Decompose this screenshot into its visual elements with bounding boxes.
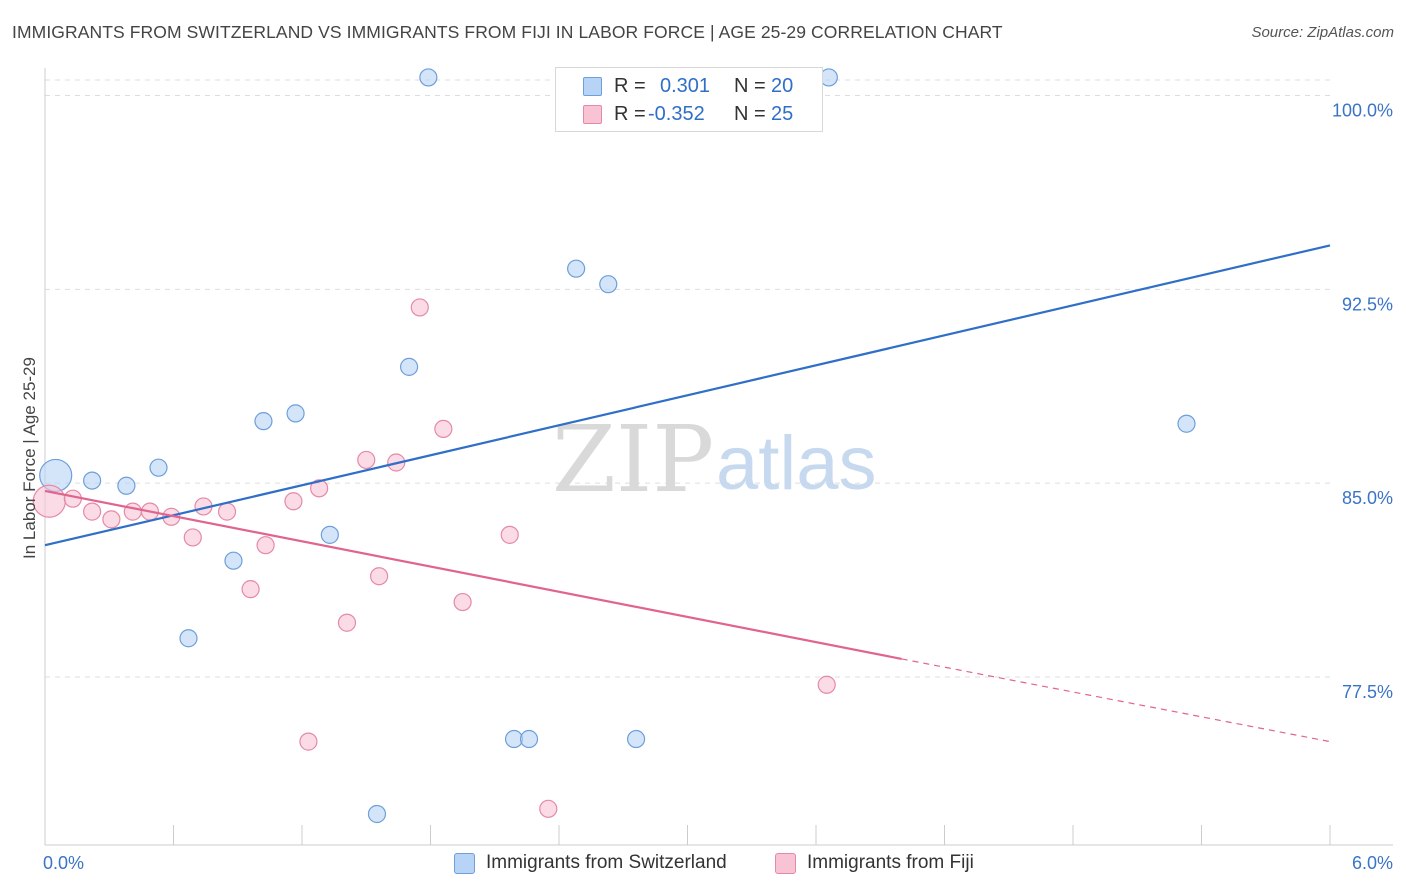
n-value: 25 bbox=[771, 103, 794, 125]
watermark-zip: ZIP bbox=[552, 406, 714, 513]
fiji-point bbox=[256, 536, 275, 555]
fiji-point bbox=[337, 613, 357, 632]
switzerland-point bbox=[224, 551, 243, 570]
x-tick-label: 6.0% bbox=[1352, 853, 1393, 873]
tick-label-layer: 77.5% 85.0% 92.5% 100.0% 0.0% 6.0% bbox=[43, 101, 1393, 873]
x-tick-label: 0.0% bbox=[43, 853, 84, 873]
fiji-legend-swatch bbox=[775, 853, 796, 874]
stats-box: R = 0.301 N = 20 R = -0.352 N = 25 bbox=[555, 67, 823, 132]
watermark: ZIP atlas bbox=[552, 406, 877, 513]
fiji-point bbox=[310, 479, 329, 498]
n-value: 20 bbox=[771, 75, 794, 97]
fiji-trend-extension bbox=[901, 658, 1331, 743]
switzerland-point bbox=[149, 458, 168, 477]
switzerland-point bbox=[567, 259, 586, 278]
fiji-point bbox=[410, 298, 429, 317]
fiji-point bbox=[453, 592, 472, 612]
fiji-point bbox=[102, 510, 121, 529]
switzerland-point bbox=[286, 404, 305, 423]
switzerland-legend-swatch bbox=[454, 853, 475, 874]
fiji-point bbox=[83, 502, 102, 521]
fiji-point bbox=[217, 502, 237, 521]
legend-label: Immigrants from Fiji bbox=[807, 852, 974, 873]
switzerland-point bbox=[179, 629, 198, 648]
fiji-point bbox=[357, 450, 376, 470]
fiji-point bbox=[183, 528, 202, 547]
switzerland-point bbox=[399, 357, 419, 376]
y-tick-label: 77.5% bbox=[1342, 682, 1393, 702]
legend-label: Immigrants from Switzerland bbox=[486, 852, 727, 873]
fiji-trend-line bbox=[44, 489, 902, 660]
axis-layer bbox=[44, 68, 1393, 846]
switzerland-trend-line bbox=[44, 244, 1331, 547]
switzerland-point bbox=[320, 525, 339, 544]
switzerland-point bbox=[117, 476, 136, 495]
watermark-atlas: atlas bbox=[716, 421, 877, 506]
r-value: 0.301 bbox=[660, 75, 711, 97]
fiji-point bbox=[241, 580, 260, 599]
switzerland-point bbox=[367, 804, 387, 824]
source-label: Source: ZipAtlas.com bbox=[1251, 24, 1394, 41]
y-tick-label: 100.0% bbox=[1332, 101, 1393, 121]
fiji-point bbox=[63, 489, 82, 508]
fiji-point bbox=[284, 492, 303, 511]
n-label: N = bbox=[734, 103, 766, 125]
n-label: N = bbox=[734, 75, 766, 97]
fiji-point bbox=[370, 567, 389, 586]
switzerland-swatch bbox=[583, 77, 602, 96]
trend-layer bbox=[44, 244, 1331, 743]
switzerland-point bbox=[626, 729, 646, 749]
grid-layer bbox=[45, 79, 1330, 678]
switzerland-point bbox=[254, 412, 273, 431]
r-label: R = bbox=[614, 75, 646, 97]
y-tick-label: 92.5% bbox=[1342, 294, 1393, 314]
r-label: R = bbox=[614, 103, 646, 125]
switzerland-point bbox=[519, 729, 539, 749]
switzerland-point bbox=[1177, 414, 1196, 433]
fiji-point bbox=[817, 675, 836, 694]
fiji-swatch bbox=[583, 105, 602, 124]
chart-title: IMMIGRANTS FROM SWITZERLAND VS IMMIGRANT… bbox=[12, 22, 1003, 42]
fiji-point bbox=[500, 525, 519, 544]
y-axis-label: In Labor Force | Age 25-29 bbox=[20, 357, 39, 559]
fiji-point bbox=[299, 732, 318, 751]
switzerland-point bbox=[419, 68, 438, 87]
r-value: -0.352 bbox=[648, 103, 705, 125]
fiji-point bbox=[123, 502, 142, 521]
y-tick-label: 85.0% bbox=[1342, 488, 1393, 508]
switzerland-point bbox=[83, 471, 102, 490]
fiji-point bbox=[539, 799, 558, 818]
fiji-point bbox=[434, 419, 453, 439]
switzerland-point bbox=[599, 275, 618, 294]
